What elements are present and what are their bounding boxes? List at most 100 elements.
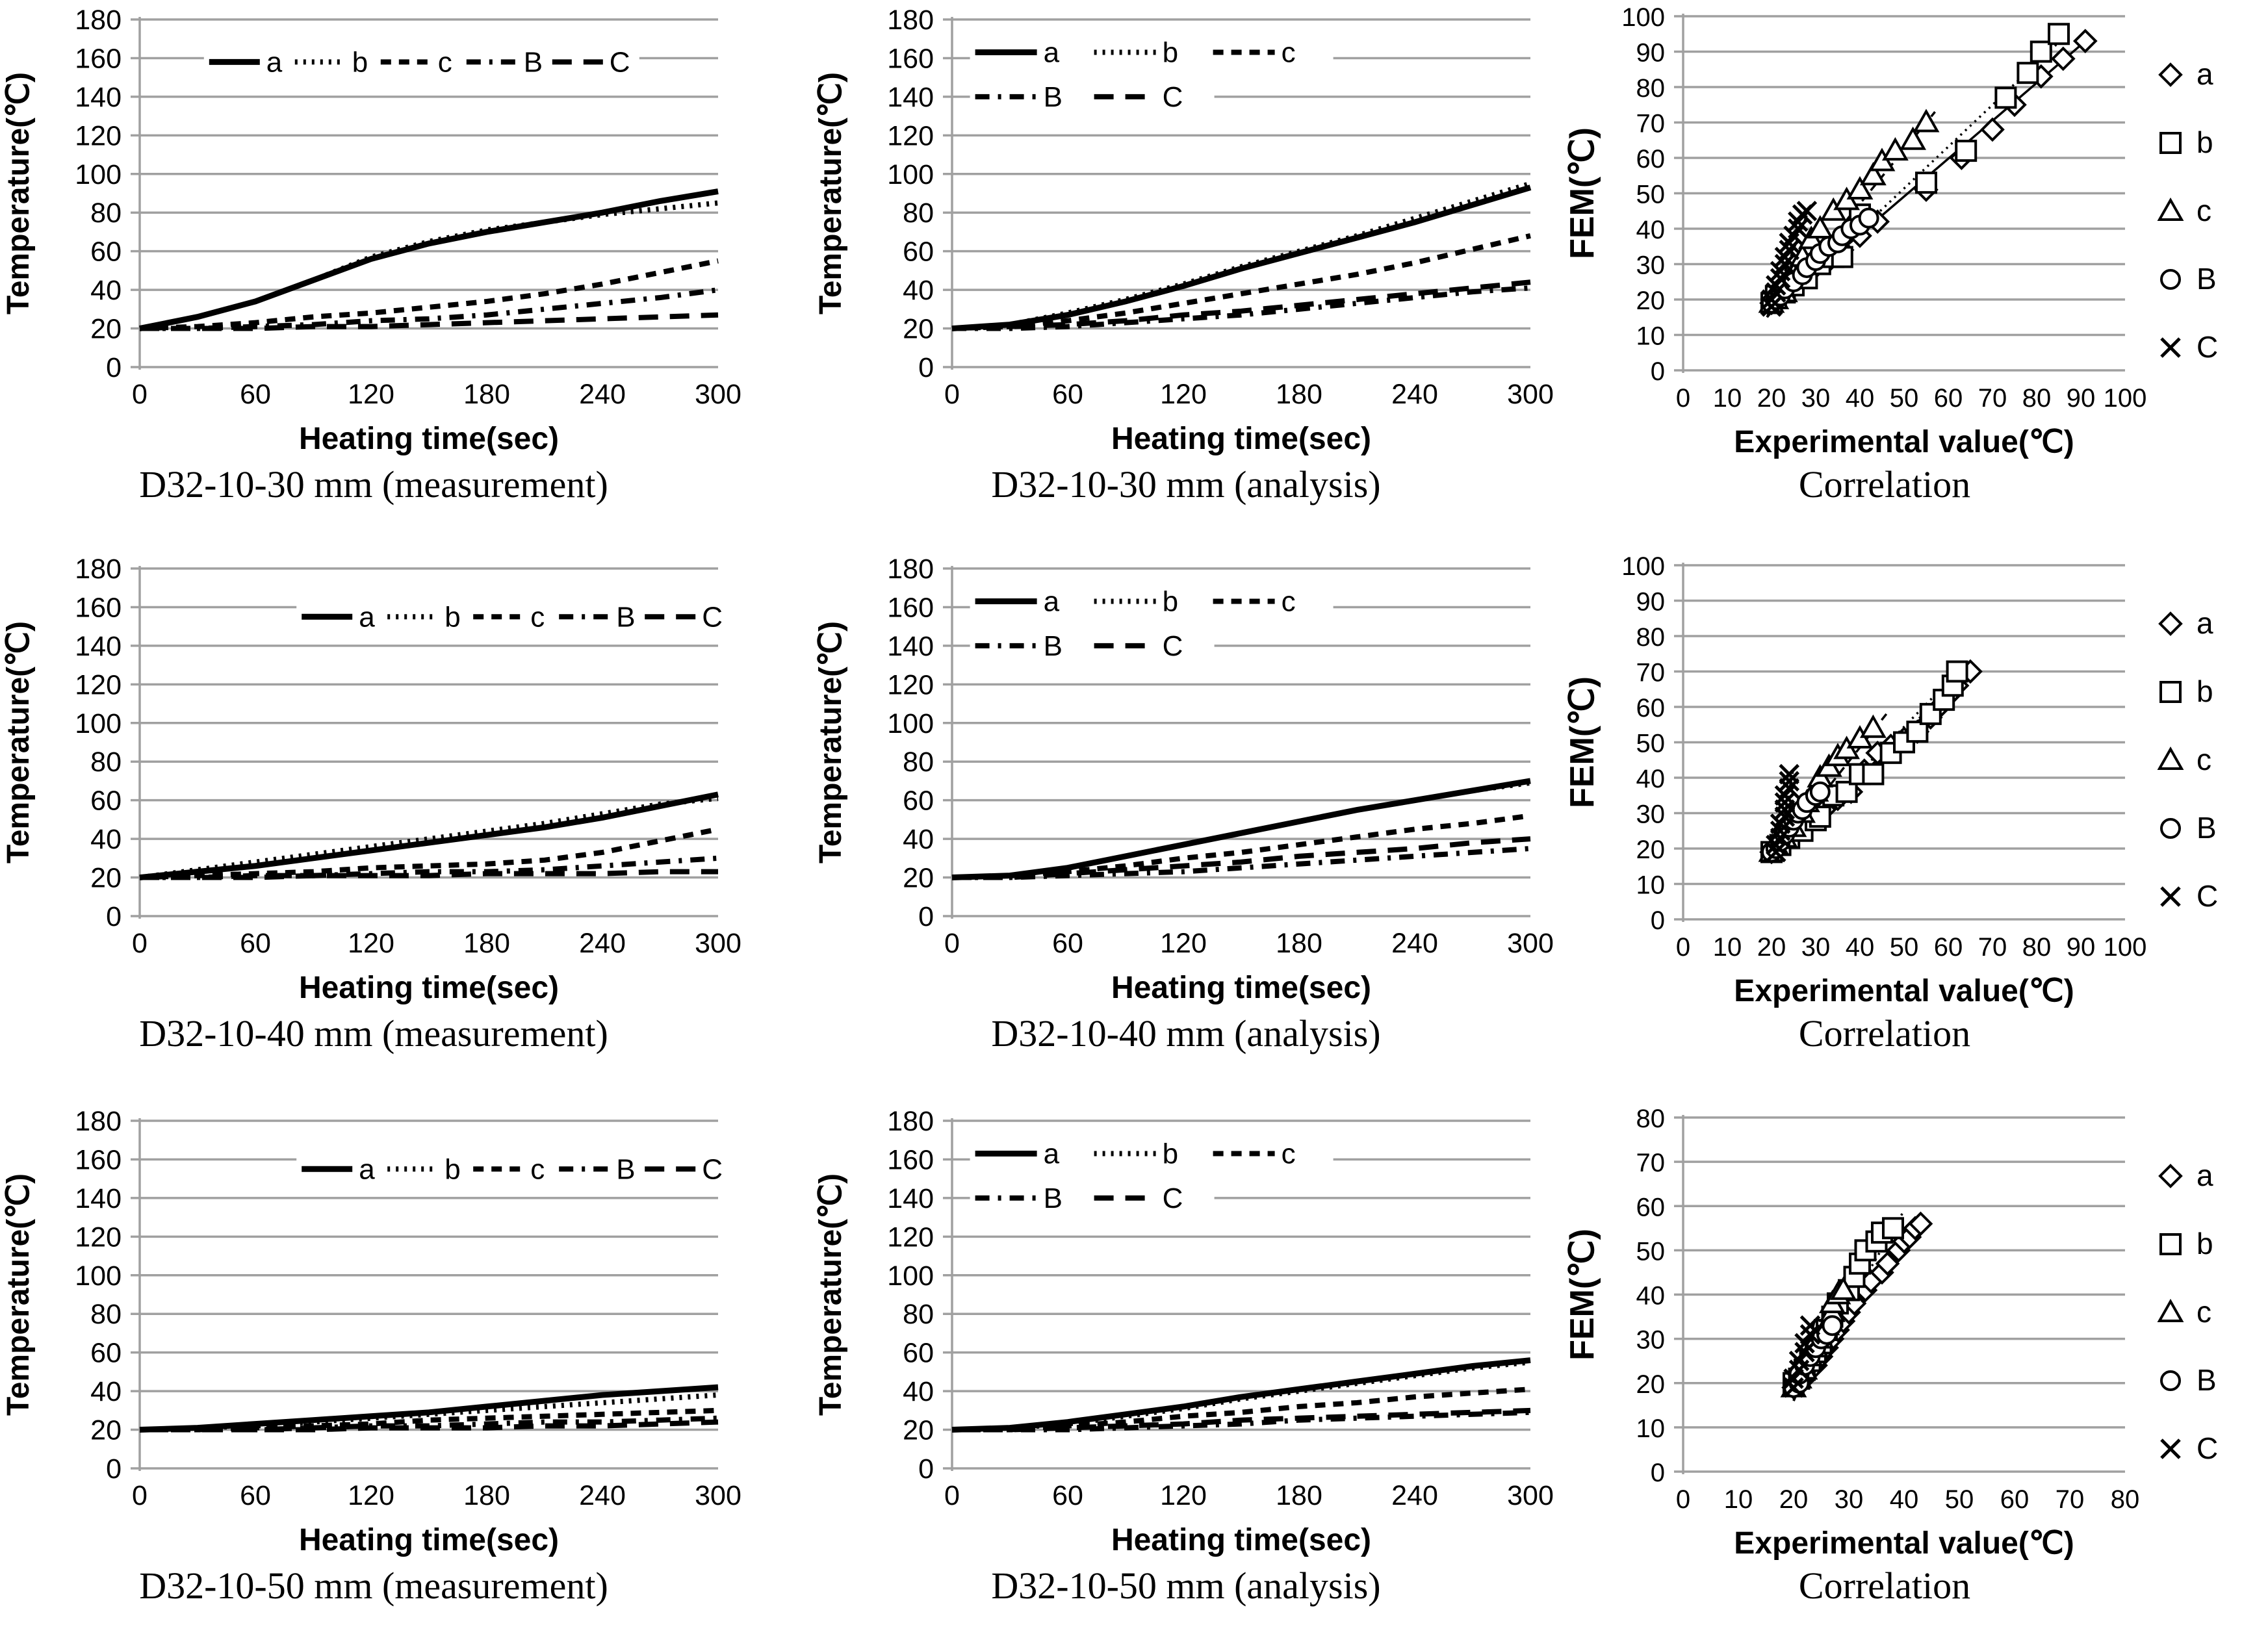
x-tick-label: 300 [695,928,741,959]
y-tick-label: 100 [887,708,934,739]
series-line-a [139,791,719,881]
x-tick-label: 240 [579,379,626,410]
chart-cell-r1c1: 0 20 40 60 80 100 120 140 160 180 0 60 120 180 240 300 H… [0,0,760,549]
y-axis-title: FEM(℃) [1564,676,1601,808]
marker-square [2030,40,2052,63]
series-line-B [140,287,719,331]
marker-square [2017,62,2039,84]
x-tick-label: 240 [1391,928,1438,959]
x-tick-label: 180 [463,928,510,959]
y-tick-label: 10 [1636,1414,1666,1443]
marker-triangle [1846,175,1874,200]
x-tick-label: 0 [1676,384,1690,413]
y-tick-label: 60 [90,1338,122,1369]
y-tick-label: 50 [1636,1237,1666,1266]
marker-square [1915,172,1937,194]
y-tick-label: 60 [903,1338,934,1369]
x-tick-label: 300 [1507,928,1554,959]
d32-10-40-analysis-chart: 0 20 40 60 80 100 120 140 160 180 0 60 120 180 240 300 H… [814,554,1554,1005]
legend-label: c [1282,1138,1296,1170]
x-tick-label: 60 [1934,384,1963,413]
marker-diamond [2158,611,2183,636]
series-line-C [952,1407,1531,1433]
x-tick-label: 10 [1724,1485,1753,1514]
y-tick-label: 40 [903,1376,934,1407]
y-tick-label: 40 [1636,216,1666,244]
y-axis-title: Temperature(℃) [814,1173,848,1416]
x-tick-label: 100 [2104,384,2147,413]
marker-x [1770,268,1791,289]
y-tick-label: 120 [887,1221,934,1253]
legend-label: C [702,1153,723,1185]
chart-caption: D32-10-40 mm (analysis) [991,1012,1381,1054]
chart-cell-r3c2: 0 20 40 60 80 100 120 140 160 180 0 60 120 180 240 300 H… [760,1101,1560,1636]
correlation-50-chart: 0 10 20 30 40 50 60 70 80 0 10 20 30 40 50 60 70 80 Experi… [1564,1105,2218,1561]
marker-circle [2160,269,2181,290]
legend-label: c [2197,1295,2211,1329]
marker-square [2159,1233,2182,1255]
legend-label: a [2197,1158,2213,1192]
y-tick-label: 180 [75,1106,122,1137]
y-axis-title: FEM(℃) [1564,127,1601,259]
y-tick-label: 160 [75,592,122,623]
legend-label: a [1044,1138,1060,1170]
y-tick-label: 20 [903,863,934,894]
x-tick-label: 60 [240,1480,271,1511]
y-tick-label: 30 [1636,1326,1666,1355]
y-tick-label: 70 [1636,1149,1666,1177]
y-axis-title: Temperature(℃) [1,1173,36,1416]
y-tick-label: 60 [903,236,934,268]
y-tick-label: 20 [90,863,122,894]
series-line-C [140,312,719,331]
x-tick-label: 240 [579,928,626,959]
x-tick-label: 50 [1890,933,1919,962]
legend-label: a [1044,37,1060,69]
x-tick-label: 60 [240,928,271,959]
marker-diamond [1908,1211,1933,1236]
d32-10-40-measurement-chart: 0 20 40 60 80 100 120 140 160 180 0 60 120 180 240 300 H… [1,554,741,1005]
x-tick-label: 60 [1934,933,1963,962]
y-tick-label: 100 [1621,552,1665,581]
legend-label: c [438,46,452,78]
d32-10-30-analysis-chart: 0 20 40 60 80 100 120 140 160 180 0 60 120 180 240 300 H… [814,5,1554,456]
x-tick-label: 100 [2104,933,2147,962]
y-tick-label: 0 [918,352,934,383]
chart-caption: D32-10-30 mm (analysis) [991,463,1381,505]
correlation-30-chart: 0 10 20 30 40 50 60 70 80 90 100 0 10 20 30 40 50 60 70 80 9… [1564,3,2218,459]
marker-x [2160,886,2181,907]
x-tick-label: 90 [2067,384,2096,413]
x-tick-label: 40 [1846,933,1875,962]
x-tick-label: 180 [1276,928,1322,959]
marker-triangle [1859,162,1887,186]
x-tick-label: 60 [2000,1485,2030,1514]
correlation-40-chart: 0 10 20 30 40 50 60 70 80 90 100 0 10 20 30 40 50 60 70 80 9… [1564,552,2218,1008]
y-tick-label: 120 [887,120,934,151]
x-tick-label: 60 [1052,379,1083,410]
x-tick-label: 30 [1835,1485,1864,1514]
x-tick-label: 80 [2022,384,2052,413]
marker-x [1779,771,1799,792]
series-line-a [951,1357,1531,1433]
legend-label: a [266,46,283,78]
marker-square [2159,681,2182,703]
y-tick-label: 160 [75,1144,122,1175]
x-tick-label: 50 [1945,1485,1974,1514]
y-tick-label: 90 [1636,588,1666,617]
marker-square [1906,721,1929,743]
x-tick-label: 10 [1713,384,1742,413]
y-tick-label: 100 [887,1260,934,1292]
marker-square [1835,780,1858,803]
legend-label: C [2197,330,2218,364]
y-tick-label: 80 [90,1299,122,1330]
marker-x [1799,1324,1821,1345]
marker-square [1955,140,1978,162]
x-tick-label: 90 [2067,933,2096,962]
marker-x [2160,337,2181,358]
chart-caption: D32-10-30 mm (measurement) [139,463,608,505]
x-axis-title: Heating time(sec) [299,1523,559,1557]
y-tick-label: 60 [1636,145,1666,173]
marker-circle [1809,781,1831,802]
y-tick-label: 70 [1636,110,1666,138]
y-tick-label: 160 [887,592,934,623]
x-axis-title: Heating time(sec) [1111,971,1371,1005]
